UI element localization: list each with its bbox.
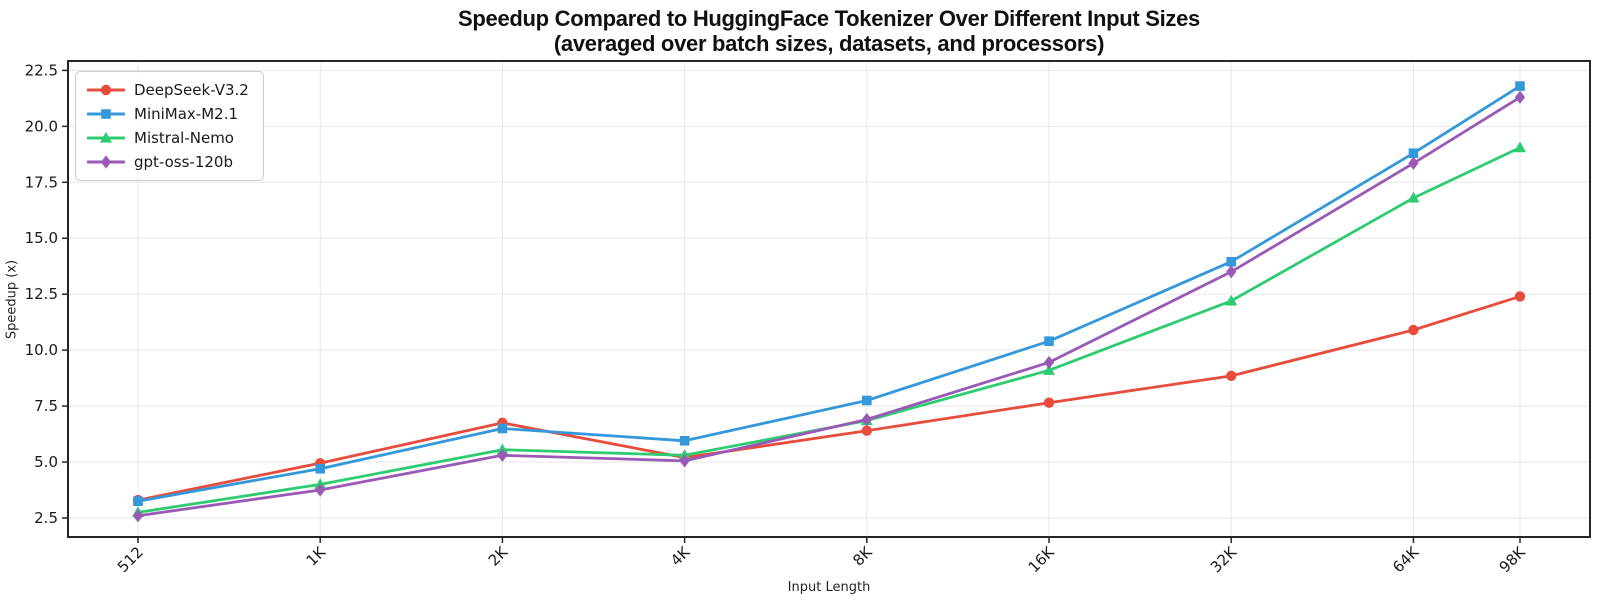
diamond-marker-icon <box>87 155 125 169</box>
y-tick-label-5.0: 5.0 <box>34 453 58 471</box>
x-tick-label-2K: 2K <box>485 542 512 569</box>
marker-gpt-oss-120b-64K <box>1408 156 1419 170</box>
circle-marker-icon <box>87 84 125 96</box>
x-tick-label-32K: 32K <box>1207 542 1241 576</box>
y-tick-label-7.5: 7.5 <box>34 397 58 415</box>
marker-deepseek-v3-2-32K <box>1226 370 1237 382</box>
marker-minimax-m2-1-1K <box>315 463 326 474</box>
x-tick-label-8K: 8K <box>849 542 876 569</box>
y-tick-label-20.0: 20.0 <box>25 117 58 135</box>
marker-gpt-oss-120b-2K <box>497 448 508 462</box>
marker-gpt-oss-120b-16K <box>1043 355 1055 370</box>
marker-minimax-m2-1-64K <box>1408 148 1419 159</box>
marker-deepseek-v3-2-98K <box>1514 291 1526 302</box>
marker-gpt-oss-120b-98K <box>1514 90 1526 104</box>
x-tick-label-16K: 16K <box>1025 542 1059 576</box>
x-tick-label-1K: 1K <box>303 542 330 569</box>
chart-title-line2: (averaged over batch sizes, datasets, an… <box>553 31 1105 56</box>
legend-box: DeepSeek-V3.2 MiniMax-M2.1 Mistral-Nemo gpt… <box>75 71 264 181</box>
marker-minimax-m2-1-512 <box>133 496 143 506</box>
y-tick-label-17.5: 17.5 <box>25 173 58 191</box>
marker-minimax-m2-1-98K <box>1515 81 1525 91</box>
marker-gpt-oss-120b-512 <box>132 509 144 523</box>
legend-item-minimax-m2-1: MiniMax-M2.1 <box>87 105 249 123</box>
y-tick-label-10.0: 10.0 <box>25 341 58 359</box>
marker-minimax-m2-1-16K <box>1044 336 1054 346</box>
series-line-minimax-m2-1 <box>136 84 1522 503</box>
legend-label: gpt-oss-120b <box>134 153 233 171</box>
legend-label: MiniMax-M2.1 <box>134 105 239 123</box>
marker-minimax-m2-1-32K <box>1226 256 1237 267</box>
legend-item-deepseek-v3-2: DeepSeek-V3.2 <box>87 81 249 99</box>
series-line-gpt-oss-120b <box>136 95 1522 518</box>
marker-deepseek-v3-2-64K <box>1408 324 1419 336</box>
marker-gpt-oss-120b-4K <box>679 454 690 468</box>
x-tick-label-98K: 98K <box>1496 542 1530 576</box>
x-tick-label-64K: 64K <box>1389 542 1423 576</box>
x-tick-label-4K: 4K <box>667 542 694 569</box>
y-tick-label-22.5: 22.5 <box>25 61 58 79</box>
marker-minimax-m2-1-4K <box>679 435 690 446</box>
series-line-deepseek-v3-2 <box>136 294 1522 502</box>
marker-mistral-nemo-32K <box>1225 294 1238 306</box>
x-tick-label-512: 512 <box>114 543 147 576</box>
marker-gpt-oss-120b-1K <box>315 483 326 497</box>
triangle-marker-icon <box>87 131 125 143</box>
legend-label: Mistral-Nemo <box>134 129 234 147</box>
legend-label: DeepSeek-V3.2 <box>134 81 249 99</box>
y-axis-label: Speedup (x) <box>4 259 20 340</box>
y-tick-label-15.0: 15.0 <box>25 229 58 247</box>
marker-gpt-oss-120b-32K <box>1226 265 1237 279</box>
marker-mistral-nemo-98K <box>1514 141 1526 153</box>
marker-deepseek-v3-2-8K <box>861 425 873 436</box>
marker-mistral-nemo-64K <box>1407 191 1420 203</box>
y-tick-label-12.5: 12.5 <box>25 285 58 303</box>
chart-title: Speedup Compared to HuggingFace Tokenize… <box>68 6 1590 56</box>
x-axis-label: Input Length <box>787 580 871 595</box>
legend-item-mistral-nemo: Mistral-Nemo <box>87 129 249 147</box>
marker-minimax-m2-1-2K <box>497 423 508 434</box>
square-marker-icon <box>87 109 125 119</box>
chart-title-line1: Speedup Compared to HuggingFace Tokenize… <box>458 6 1200 31</box>
y-tick-label-2.5: 2.5 <box>34 509 58 527</box>
marker-minimax-m2-1-8K <box>862 395 872 406</box>
marker-gpt-oss-120b-8K <box>861 412 872 427</box>
legend-item-gpt-oss-120b: gpt-oss-120b <box>87 153 249 171</box>
marker-mistral-nemo-16K <box>1043 364 1056 375</box>
marker-deepseek-v3-2-16K <box>1043 397 1055 408</box>
axes-frame <box>67 60 1591 538</box>
